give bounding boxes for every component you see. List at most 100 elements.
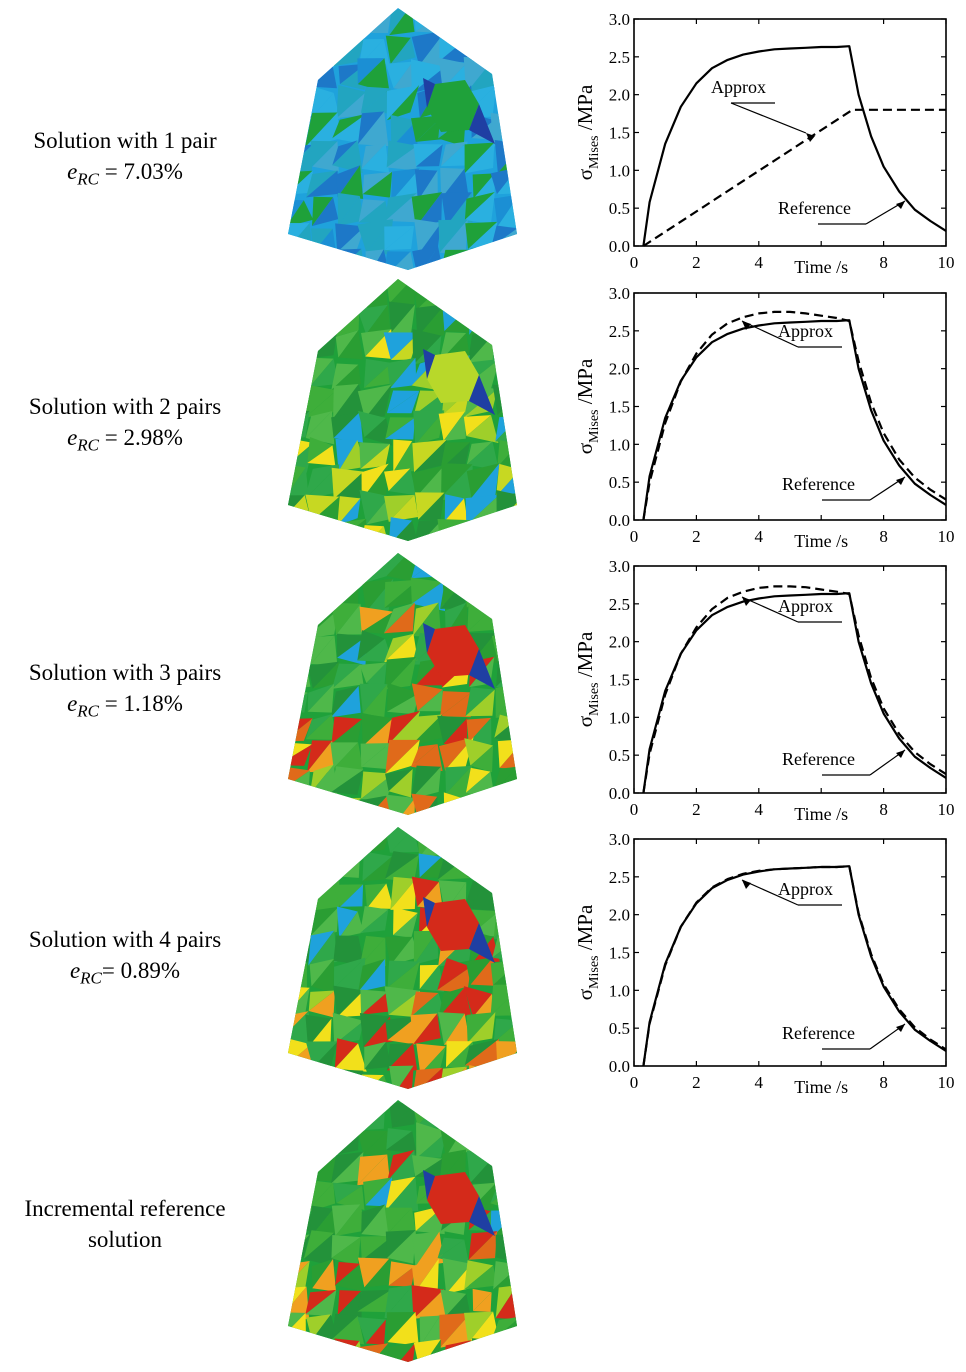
mesh-element [357, 111, 385, 145]
mesh-element [415, 1158, 446, 1179]
mesh-element [393, 912, 418, 938]
mesh-element [387, 710, 421, 746]
mesh-element [387, 960, 420, 988]
mesh-element [337, 192, 360, 226]
mesh-element [393, 61, 418, 92]
mesh-element [360, 443, 390, 469]
mesh-element [413, 1013, 441, 1045]
mesh-element [390, 332, 420, 360]
mesh-element [410, 577, 443, 604]
error-metric: eRC= 0.89% [69, 958, 181, 988]
mesh-element [411, 465, 445, 498]
mesh-element [386, 1043, 418, 1071]
mesh-element [334, 1043, 367, 1072]
mesh-element [388, 1207, 417, 1235]
mesh-element [437, 966, 472, 994]
mesh-element [416, 1043, 446, 1075]
mesh-element [337, 226, 365, 253]
mesh-element [385, 193, 417, 221]
mesh-element [338, 330, 363, 360]
mesh-element [359, 683, 388, 714]
mesh-element [359, 1012, 391, 1047]
mesh-element [335, 223, 365, 253]
error-metric: eRC = 7.03% [67, 159, 183, 189]
mesh-element [411, 1285, 444, 1319]
y-tick-label: 1.0 [609, 435, 630, 454]
mesh-element [438, 987, 472, 1018]
mesh-element [466, 415, 499, 444]
y-axis-label: σMises /MPa [573, 904, 602, 1000]
mesh-element [390, 936, 419, 966]
mesh-element [414, 169, 438, 201]
mesh-element [307, 683, 335, 713]
mesh-element [410, 1013, 438, 1045]
mesh-element [338, 440, 366, 472]
mesh-element [306, 170, 339, 198]
row-label-4: Solution with 4 pairs eRC= 0.89% [0, 924, 250, 994]
mesh-element [303, 1232, 336, 1267]
mesh-element [466, 717, 492, 743]
mesh-element [384, 986, 420, 1015]
mesh-element [414, 439, 447, 473]
mesh-element [334, 1020, 364, 1045]
mesh-element [361, 1236, 393, 1261]
mesh-element [312, 197, 339, 227]
mesh-element [444, 494, 465, 522]
mesh-element [438, 219, 468, 253]
mesh-element [473, 173, 495, 199]
mesh-element [469, 649, 495, 689]
mesh-element [465, 767, 491, 793]
mesh-element [463, 986, 492, 1017]
mesh-element [332, 1012, 364, 1045]
y-tick-label: 1.0 [609, 981, 630, 1000]
mesh-element [387, 1015, 419, 1045]
mesh-element [386, 1128, 413, 1150]
mesh-element [411, 1258, 439, 1293]
mesh-element [467, 1012, 496, 1043]
mesh-element [359, 662, 387, 684]
mesh-element [304, 464, 340, 500]
mesh-element [335, 1204, 367, 1236]
mesh-element [365, 1319, 386, 1345]
y-tick-label: 2.0 [609, 86, 630, 105]
mesh-element [418, 170, 438, 201]
mesh-element [464, 1038, 499, 1068]
mesh-element [358, 200, 391, 224]
mesh-element [357, 111, 389, 147]
mesh-element [330, 1151, 364, 1184]
mesh-element [360, 773, 394, 801]
y-tick-label: 0.0 [609, 784, 630, 803]
mesh-element [413, 1289, 446, 1319]
mesh-element [437, 957, 472, 991]
annotation-approx: Approx [778, 321, 833, 341]
mesh-element [413, 410, 445, 445]
mesh-element [307, 683, 335, 712]
mesh-element [303, 384, 337, 418]
mesh-element [309, 358, 339, 388]
mesh-element [331, 716, 363, 744]
y-tick-label: 0.5 [609, 473, 630, 492]
mesh-element [333, 884, 364, 907]
y-tick-label: 2.0 [609, 633, 630, 652]
mesh-element [331, 719, 363, 746]
arrow-head [742, 597, 751, 606]
mesh-element [418, 223, 441, 255]
mesh-element [308, 990, 335, 1018]
solution-title: Solution with 1 pair [33, 128, 217, 153]
mesh-element [417, 304, 446, 338]
mesh-element [337, 1290, 362, 1316]
mesh-element [415, 1231, 444, 1267]
mesh-element [360, 771, 394, 799]
mesh-element [357, 638, 393, 663]
mesh-element [331, 1237, 361, 1266]
mesh-element [360, 88, 391, 114]
x-tick-label: 8 [879, 800, 888, 819]
mesh-element [357, 1289, 392, 1313]
mesh-element [440, 167, 465, 199]
mesh-element [472, 173, 495, 199]
mesh-element [334, 1038, 359, 1069]
mesh-element [308, 930, 338, 966]
mesh-element [360, 989, 388, 1015]
mesh-element [420, 1315, 443, 1346]
mesh-element [309, 357, 334, 388]
